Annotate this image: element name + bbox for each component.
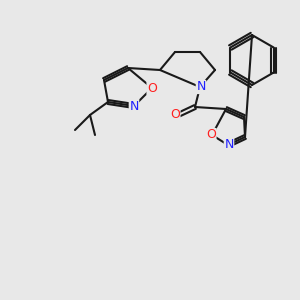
Text: O: O <box>206 128 216 142</box>
Text: O: O <box>170 109 180 122</box>
Text: N: N <box>196 80 206 94</box>
Text: N: N <box>224 139 234 152</box>
Text: O: O <box>147 82 157 94</box>
Text: N: N <box>129 100 139 112</box>
